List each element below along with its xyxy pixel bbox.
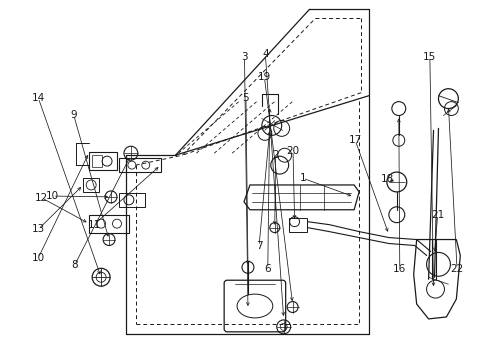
Bar: [92, 155, 102, 167]
Text: 5: 5: [242, 93, 249, 103]
Text: 11: 11: [87, 220, 101, 230]
Text: 2: 2: [272, 150, 278, 160]
Text: 1: 1: [299, 173, 305, 183]
Text: 20: 20: [286, 146, 299, 156]
Text: 15: 15: [423, 52, 436, 62]
Text: 12: 12: [35, 193, 48, 203]
Text: 21: 21: [430, 210, 443, 220]
Bar: [119, 193, 144, 207]
Text: 19: 19: [257, 72, 270, 82]
Bar: [119, 158, 161, 172]
Text: 16: 16: [392, 264, 406, 274]
Text: 22: 22: [449, 264, 463, 274]
Bar: [89, 215, 129, 233]
Text: 4: 4: [262, 49, 268, 59]
Bar: [288, 218, 306, 231]
Text: 18: 18: [380, 174, 393, 184]
Bar: [89, 152, 117, 170]
Text: 10: 10: [46, 191, 59, 201]
Text: 14: 14: [32, 93, 45, 103]
Text: 17: 17: [348, 135, 361, 145]
Text: 7: 7: [255, 241, 262, 251]
Text: 13: 13: [32, 224, 45, 234]
Text: 9: 9: [70, 110, 77, 120]
Text: 8: 8: [71, 260, 78, 270]
Text: 3: 3: [241, 52, 247, 62]
Text: 10: 10: [32, 253, 45, 263]
Text: 6: 6: [264, 264, 270, 274]
Bar: [83, 178, 99, 192]
